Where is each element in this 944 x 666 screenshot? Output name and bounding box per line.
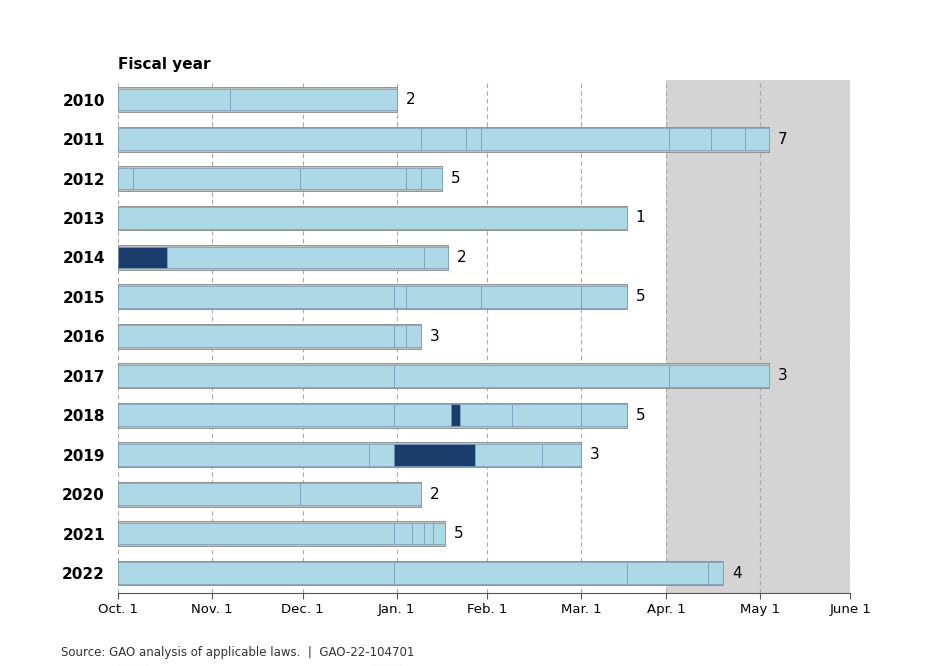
Bar — [423, 523, 432, 544]
Text: 1: 1 — [635, 210, 645, 226]
Bar — [626, 562, 707, 584]
Bar — [475, 444, 541, 466]
Bar — [541, 444, 581, 466]
Bar — [118, 523, 393, 544]
Text: 3: 3 — [430, 329, 439, 344]
Bar — [118, 444, 369, 466]
Bar — [744, 129, 768, 150]
Bar — [118, 562, 393, 584]
Bar — [405, 326, 420, 347]
Bar — [432, 523, 445, 544]
Bar — [465, 129, 480, 150]
Bar — [423, 246, 447, 268]
Bar — [711, 129, 744, 150]
Bar — [118, 403, 626, 428]
Bar — [118, 482, 420, 507]
Bar — [393, 326, 405, 347]
Bar — [118, 365, 393, 387]
Bar — [420, 129, 465, 150]
Bar — [118, 168, 133, 189]
Bar — [118, 286, 393, 308]
Bar — [118, 80, 666, 593]
Bar — [118, 127, 768, 152]
Text: 5: 5 — [635, 290, 645, 304]
Text: 3: 3 — [590, 447, 599, 462]
Bar — [133, 168, 299, 189]
Text: 2: 2 — [405, 92, 414, 107]
Bar — [668, 129, 711, 150]
Bar — [369, 444, 393, 466]
Bar — [118, 284, 626, 309]
Bar — [118, 404, 393, 426]
Text: Source: GAO analysis of applicable laws.  |  GAO-22-104701: Source: GAO analysis of applicable laws.… — [61, 646, 414, 659]
Bar — [166, 246, 423, 268]
Bar — [581, 404, 626, 426]
Text: 2: 2 — [430, 487, 439, 501]
Bar — [118, 484, 299, 505]
Bar — [118, 89, 229, 111]
Bar — [118, 442, 581, 467]
Bar — [118, 521, 445, 546]
Text: 3: 3 — [777, 368, 786, 383]
Bar — [118, 364, 768, 388]
Text: Fiscal year: Fiscal year — [118, 57, 211, 72]
Bar — [118, 561, 722, 585]
Bar — [118, 87, 396, 112]
Bar — [229, 89, 396, 111]
Bar — [118, 206, 626, 230]
Bar — [480, 286, 581, 308]
Bar — [450, 404, 460, 426]
Text: 4: 4 — [732, 565, 741, 581]
Bar — [118, 166, 442, 191]
Bar — [412, 523, 423, 544]
Bar — [118, 246, 166, 268]
Text: 5: 5 — [635, 408, 645, 423]
Bar — [393, 444, 475, 466]
Bar — [118, 245, 447, 270]
Bar — [118, 326, 393, 347]
Text: 7: 7 — [777, 132, 786, 147]
Bar — [581, 286, 626, 308]
Bar — [668, 365, 768, 387]
Text: 5: 5 — [450, 171, 460, 186]
Bar — [393, 286, 405, 308]
Bar — [511, 404, 581, 426]
Bar — [405, 168, 420, 189]
Bar — [393, 562, 626, 584]
Bar — [299, 168, 405, 189]
Bar — [393, 365, 668, 387]
Bar — [480, 129, 668, 150]
Bar — [118, 129, 420, 150]
Bar — [393, 523, 412, 544]
Bar — [460, 404, 511, 426]
Bar — [118, 207, 626, 229]
Bar — [118, 324, 420, 349]
Bar — [393, 404, 450, 426]
Text: 5: 5 — [453, 526, 464, 541]
Bar — [707, 562, 722, 584]
Bar — [405, 286, 480, 308]
Bar — [420, 168, 442, 189]
Text: 2: 2 — [457, 250, 466, 265]
Bar — [299, 484, 420, 505]
